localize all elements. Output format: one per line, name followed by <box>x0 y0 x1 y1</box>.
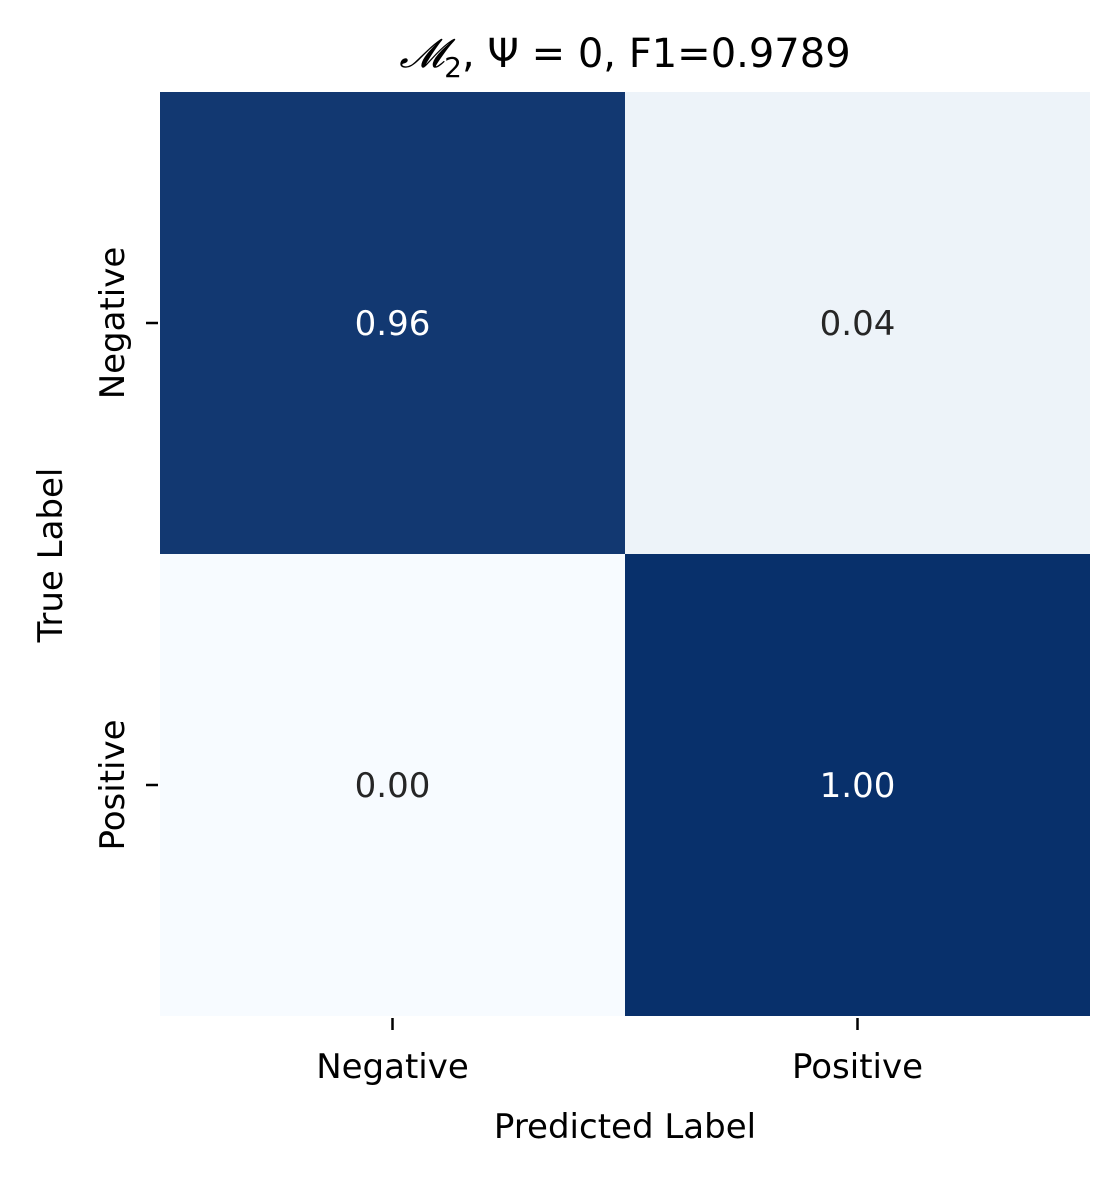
y-tick-label-0: Negative <box>93 247 133 400</box>
heatmap-cell-value-1-1: 1.00 <box>820 766 896 806</box>
heatmap-cell-0-0 <box>160 92 625 554</box>
chart-title: 𝓜2, Ψ = 0, F1=0.9789 <box>399 31 850 84</box>
heatmap-cell-value-1-0: 0.00 <box>355 766 431 806</box>
x-tick-label-1: Positive <box>792 1047 923 1087</box>
heatmap-cell-1-1 <box>625 554 1090 1016</box>
heatmap-cells <box>160 92 1090 1016</box>
chart-title-text: , Ψ = 0, F1=0.9789 <box>462 31 851 77</box>
heatmap-cell-0-1 <box>625 92 1090 554</box>
heatmap-cell-labels: 0.96 0.04 0.00 1.00 <box>355 304 896 806</box>
y-axis-ticks: Negative Positive <box>93 247 158 851</box>
heatmap-cell-value-0-0: 0.96 <box>355 304 431 344</box>
y-tick-label-1: Positive <box>93 719 133 850</box>
chart-title-subscript: 2 <box>444 51 462 84</box>
heatmap-cell-value-0-1: 0.04 <box>820 304 896 344</box>
x-tick-label-0: Negative <box>316 1047 469 1087</box>
x-axis-label: Predicted Label <box>494 1107 756 1147</box>
y-axis-label: True Label <box>31 468 71 644</box>
heatmap-cell-1-0 <box>160 554 625 1016</box>
x-axis-ticks: Negative Positive <box>316 1018 923 1087</box>
